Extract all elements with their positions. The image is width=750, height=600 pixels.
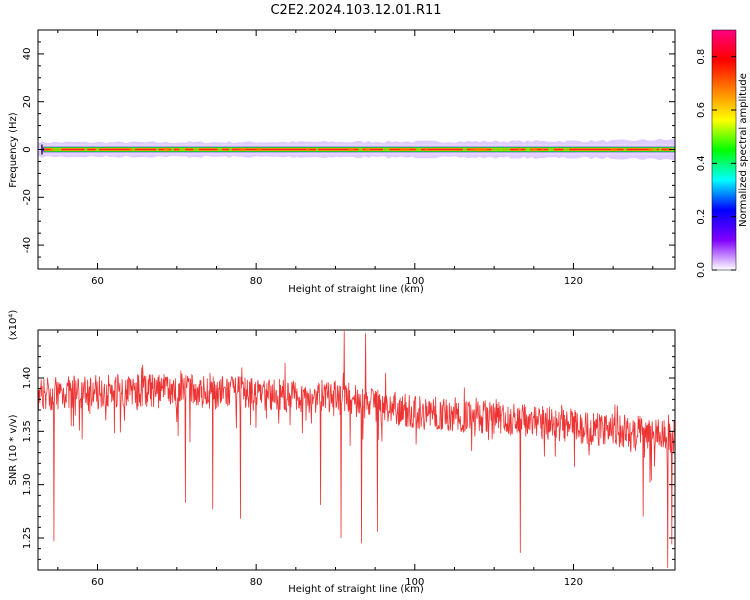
snr-frame xyxy=(37,329,676,571)
snr-multiplier-label: (x10⁴) xyxy=(8,310,19,341)
band-texture xyxy=(163,147,169,152)
band-texture xyxy=(131,147,136,152)
band-texture xyxy=(217,147,223,152)
figure-title: C2E2.2024.103.12.01.R11 xyxy=(270,3,441,18)
spectrogram-x-tick-label: 100 xyxy=(405,276,424,287)
spectrogram-y-tick-label: 0 xyxy=(22,146,33,152)
snr-x-tick-label: 80 xyxy=(250,577,263,588)
band-texture xyxy=(228,147,232,152)
band-texture xyxy=(475,147,482,152)
spectrogram-x-tick-label: 80 xyxy=(250,276,263,287)
band-texture xyxy=(518,147,521,152)
spectrogram-y-tick-label: 20 xyxy=(22,95,33,108)
snr-x-tick-label: 100 xyxy=(405,577,424,588)
colorbar-tick-label: 0.0 xyxy=(696,262,707,278)
band-texture xyxy=(495,147,502,152)
snr-y-label: SNR (10 * v/v) xyxy=(8,414,19,485)
band-texture xyxy=(156,147,159,152)
band-texture xyxy=(239,147,246,152)
spectrogram-x-tick-label: 60 xyxy=(91,276,104,287)
spectrogram-y-tick-label: -40 xyxy=(22,237,33,253)
band-texture xyxy=(358,147,363,152)
snr-y-tick-label: 1.40 xyxy=(22,367,33,389)
band-texture xyxy=(400,147,406,152)
spectrogram-y-tick-label: 40 xyxy=(22,48,33,61)
snr-series-line xyxy=(38,331,675,568)
snr-y-tick-label: 1.30 xyxy=(22,474,33,496)
band-texture xyxy=(425,147,428,152)
band-texture xyxy=(541,147,544,152)
band-texture xyxy=(481,147,488,152)
spectrogram-x-tick-label: 120 xyxy=(564,276,583,287)
band-texture xyxy=(51,147,57,152)
snr-x-tick-label: 120 xyxy=(564,577,583,588)
band-texture xyxy=(526,147,531,152)
band-texture xyxy=(658,147,662,152)
band-texture xyxy=(128,147,133,152)
band-texture xyxy=(49,147,54,152)
band-texture xyxy=(55,147,62,152)
colorbar-tick-label: 0.2 xyxy=(696,209,707,225)
snr-panel: 60 80 100 120 1.25 1.30 1.35 1.40 Height of st… xyxy=(8,310,676,595)
band-texture xyxy=(306,147,310,152)
colorbar-ticks: 0.0 0.2 0.4 0.6 0.8 xyxy=(696,49,736,278)
snr-x-ticks: 60 80 100 120 xyxy=(57,330,654,588)
snr-y-tick-label: 1.35 xyxy=(22,420,33,442)
band-texture xyxy=(365,147,369,152)
band-texture xyxy=(95,147,100,152)
spectrogram-x-ticks: 60 80 100 120 xyxy=(57,30,654,287)
colorbar-tick-label: 0.4 xyxy=(696,155,707,171)
spectral-band xyxy=(38,138,675,161)
colorbar-label: Normalized spectral amplitude xyxy=(738,73,749,227)
band-texture xyxy=(415,147,422,152)
band-texture xyxy=(383,147,387,152)
band-texture xyxy=(193,147,199,152)
spectrogram-panel: 60 80 100 120 -40 -20 0 20 40 Height of straigh… xyxy=(8,29,676,295)
band-texture xyxy=(533,147,537,152)
band-texture xyxy=(256,147,262,152)
snr-y-ticks: 1.25 1.30 1.35 1.40 xyxy=(22,345,675,560)
colorbar-tick-label: 0.6 xyxy=(696,102,707,118)
band-texture xyxy=(179,147,186,152)
band-texture xyxy=(504,147,511,152)
band-texture xyxy=(84,147,88,152)
band-texture xyxy=(462,147,467,152)
snr-x-label: Height of straight line (km) xyxy=(288,584,424,595)
band-texture xyxy=(623,147,627,152)
colorbar-tick-label: 0.8 xyxy=(696,49,707,65)
spectrogram-y-ticks: -40 -20 0 20 40 xyxy=(22,41,675,258)
band-texture xyxy=(348,147,355,152)
band-texture xyxy=(611,147,617,152)
spectrogram-x-label: Height of straight line (km) xyxy=(288,284,424,295)
colorbar-scale xyxy=(711,29,737,271)
band-texture xyxy=(563,147,570,152)
band-texture xyxy=(549,147,554,152)
snr-y-tick-label: 1.25 xyxy=(22,527,33,549)
band-texture xyxy=(315,147,319,152)
band-texture xyxy=(386,147,390,152)
band-texture xyxy=(170,147,175,152)
spectrogram-y-label: Frequency (Hz) xyxy=(8,112,19,188)
colorbar: 0.0 0.2 0.4 0.6 0.8 Normalized spectral ampl… xyxy=(696,29,749,278)
band-texture xyxy=(499,147,505,152)
band-texture xyxy=(470,147,474,152)
band-texture xyxy=(405,147,410,152)
band-texture xyxy=(491,147,497,152)
spectrogram-y-tick-label: -20 xyxy=(22,189,33,205)
band-texture xyxy=(648,147,654,152)
snr-x-tick-label: 60 xyxy=(91,577,104,588)
